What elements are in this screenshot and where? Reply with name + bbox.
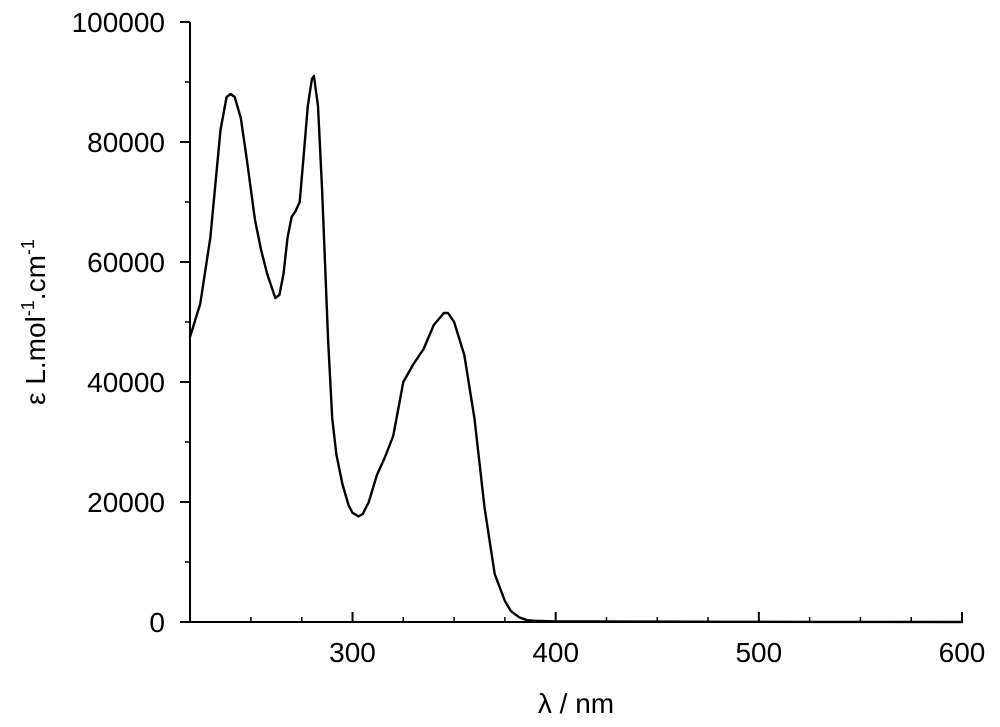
x-tick-label: 400 [532,637,579,668]
y-tick-label: 80000 [87,127,165,158]
y-axis-title-exp2: -1 [18,239,38,255]
y-tick-label: 0 [149,607,165,638]
y-axis-title-prefix: ε L.mol [20,316,51,405]
series-line [188,74,964,624]
y-tick-label: 40000 [87,367,165,398]
x-axis-title: λ / nm [538,688,614,719]
y-axis-title-mid: .cm [20,255,51,300]
y-tick-label: 20000 [87,487,165,518]
y-tick-label: 60000 [87,247,165,278]
y-tick-label: 100000 [72,7,165,38]
x-tick-label: 600 [939,637,986,668]
y-axis-title-exp1: -1 [18,300,38,316]
axes [189,22,962,623]
x-tick-label: 300 [329,637,376,668]
x-tick-label: 500 [735,637,782,668]
y-axis-title: ε L.mol-1.cm-1 [18,239,51,405]
ticks: 300 400 500 600 0 20000 40000 60000 80000 100000 [72,7,986,668]
